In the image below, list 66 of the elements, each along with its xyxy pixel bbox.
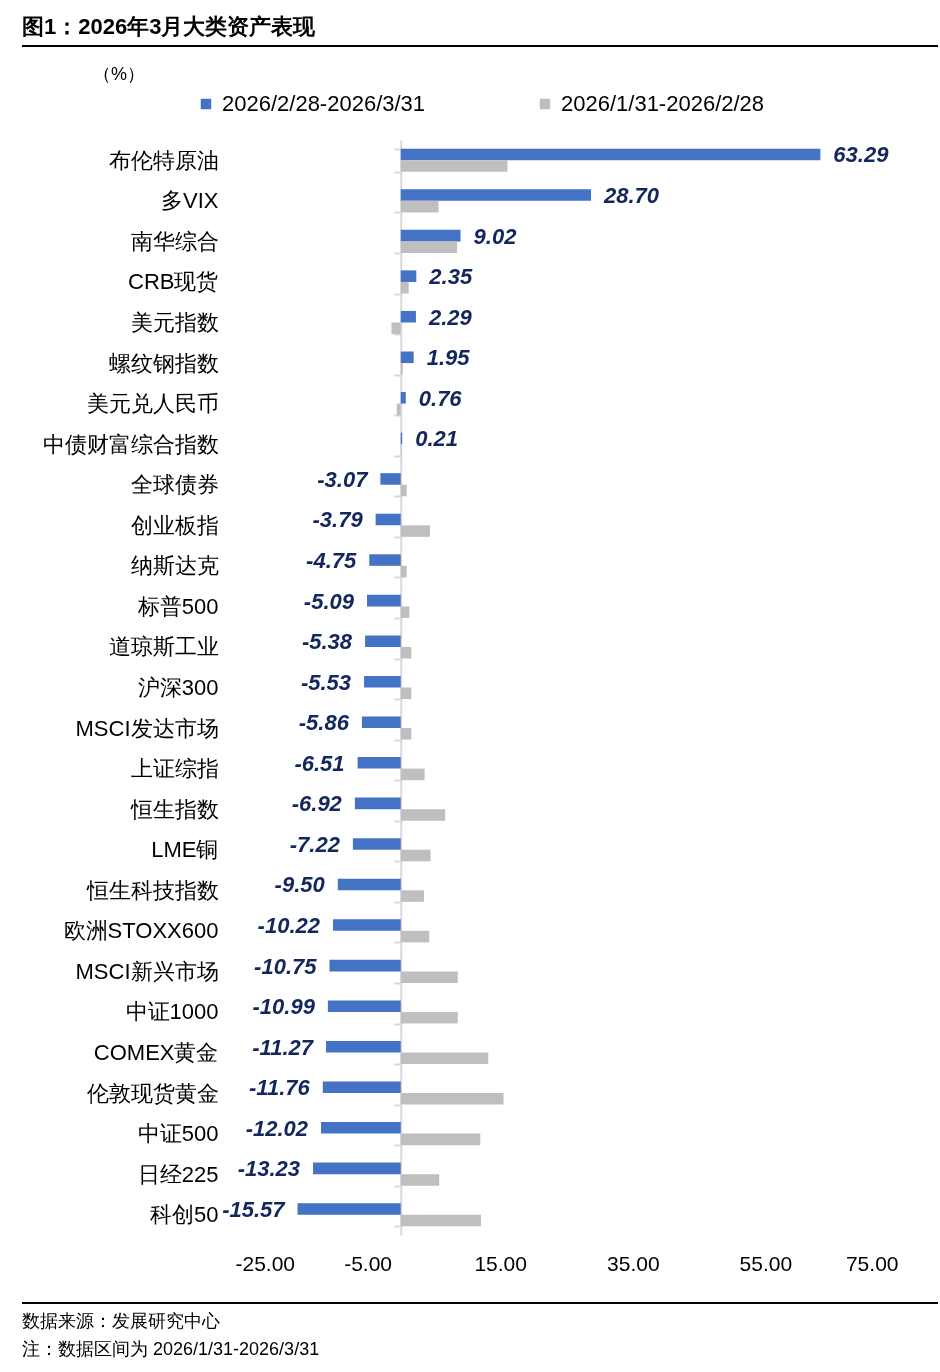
data-label: -15.57 xyxy=(222,1196,287,1222)
data-label: -10.99 xyxy=(252,994,316,1020)
y-tick-label: 伦敦现货黄金 xyxy=(86,1080,219,1106)
data-label: -7.22 xyxy=(289,831,341,857)
data-label: -9.50 xyxy=(274,872,326,898)
y-tick-label: 中证1000 xyxy=(125,999,219,1025)
data-label: -13.23 xyxy=(237,1156,301,1182)
x-tick-label: -25.00 xyxy=(235,1251,296,1275)
y-tick-label: COMEX黄金 xyxy=(93,1040,219,1065)
y-tick-label: 创业板指 xyxy=(130,512,219,538)
data-label: -4.75 xyxy=(306,548,358,574)
data-label: -11.76 xyxy=(249,1075,311,1101)
data-label: 9.02 xyxy=(473,223,518,249)
data-label: -10.75 xyxy=(254,953,318,979)
text: （%） xyxy=(93,63,146,86)
data-label: -10.22 xyxy=(257,913,321,939)
y-tick-label: LME铜 xyxy=(151,837,219,863)
y-tick-label: 沪深300 xyxy=(137,675,219,700)
source-note: 数据来源：发展研究中心 xyxy=(22,1310,221,1333)
y-tick-label: 多VIX xyxy=(161,188,219,214)
x-tick-label: 55.00 xyxy=(739,1251,793,1275)
y-tick-label: 恒生指数 xyxy=(129,796,219,822)
y-tick-label: 美元指数 xyxy=(130,310,219,335)
y-tick-label: 恒生科技指数 xyxy=(85,877,219,903)
legend-label: 2026/2/28-2026/3/31 xyxy=(222,91,426,116)
y-tick-label: 上证综指 xyxy=(130,756,219,782)
x-tick-label: 35.00 xyxy=(607,1251,660,1275)
y-tick-label: 布伦特原油 xyxy=(108,147,219,173)
y-tick-label: 日经225 xyxy=(137,1161,219,1187)
legend-label: 2026/1/31-2026/2/28 xyxy=(561,91,765,116)
y-tick-label: MSCI新兴市场 xyxy=(75,958,219,984)
y-tick-label: MSCI发达市场 xyxy=(75,715,219,741)
data-label: 0.21 xyxy=(415,426,458,452)
chart-title: 图1：2026年3月大类资产表现 xyxy=(22,12,938,47)
data-label: -3.79 xyxy=(312,507,364,533)
y-tick-label: 纳斯达克 xyxy=(130,553,219,579)
y-tick-label: CRB现货 xyxy=(128,269,219,295)
y-tick-label: 螺纹钢指数 xyxy=(108,350,219,376)
data-label: -12.02 xyxy=(245,1115,309,1141)
data-label: 28.70 xyxy=(603,183,660,209)
data-label: -3.07 xyxy=(317,466,370,492)
data-label: -5.86 xyxy=(298,710,350,736)
x-tick-label: -5.00 xyxy=(344,1251,393,1275)
y-tick-label: 中债财富综合指数 xyxy=(42,431,219,457)
data-label: -5.38 xyxy=(301,629,353,655)
y-tick-label: 全球债券 xyxy=(130,472,219,498)
data-label: -6.92 xyxy=(291,791,343,817)
y-tick-label: 标普500 xyxy=(136,593,219,619)
data-label: 2.29 xyxy=(427,304,473,330)
data-label: 2.35 xyxy=(428,264,473,290)
data-label: -5.53 xyxy=(300,669,352,695)
text: 注：数据区间为 2026/1/31-2026/3/31 xyxy=(22,1338,321,1361)
data-label: 63.29 xyxy=(833,142,890,168)
data-label: 1.95 xyxy=(426,345,471,371)
data-label: -5.09 xyxy=(303,588,355,614)
y-tick-label: 道琼斯工业 xyxy=(108,634,219,660)
data-label: -11.27 xyxy=(252,1034,315,1060)
data-label: 0.76 xyxy=(418,385,463,411)
y-tick-label: 南华综合 xyxy=(130,228,219,254)
data-label: -6.51 xyxy=(294,750,345,776)
y-tick-label: 中证500 xyxy=(137,1121,219,1147)
y-tick-label: 美元兑人民币 xyxy=(86,391,219,417)
y-tick-label: 欧洲STOXX600 xyxy=(63,918,219,944)
x-tick-label: 15.00 xyxy=(474,1251,527,1275)
x-tick-label: 75.00 xyxy=(845,1251,899,1275)
y-tick-label: 科创50 xyxy=(150,1202,219,1228)
